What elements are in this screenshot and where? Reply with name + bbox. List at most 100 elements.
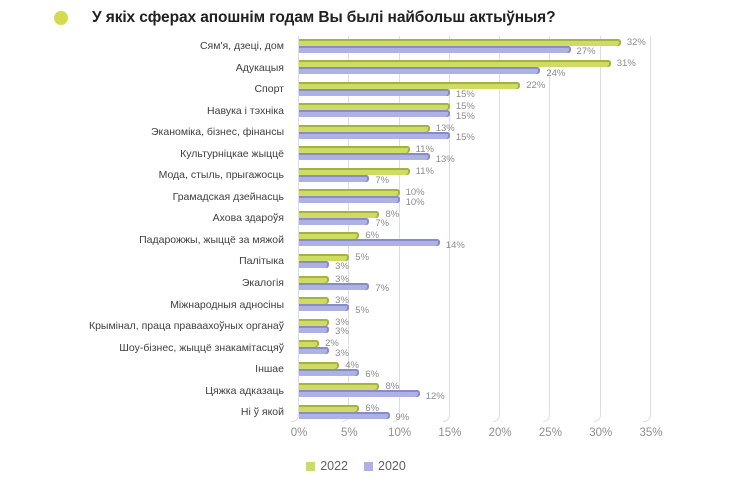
category-label: Сям'я, дзеці, дом — [199, 40, 284, 52]
bar-2020 — [299, 88, 450, 96]
value-label-2022: 3% — [335, 295, 349, 307]
bar-cell: 4% 6% — [299, 359, 732, 381]
category-label: Культурніцкае жыццё — [180, 147, 284, 160]
bar-cell: 11% 7% — [299, 165, 732, 187]
bar-cell: 2% 3% — [299, 338, 732, 360]
chart-row: Мода, стыль, прыгажосць 11% 7% — [0, 165, 732, 187]
legend-item-2020: 2020 — [364, 459, 406, 473]
value-label-2022: 11% — [415, 144, 434, 156]
category-label: Міжнародныя адносіны — [170, 298, 284, 311]
bar-2020 — [299, 217, 370, 225]
bar-2020 — [299, 304, 350, 312]
bar-2020 — [299, 153, 430, 161]
value-label-2020: 13% — [435, 153, 455, 165]
value-label-2022: 3% — [335, 316, 349, 328]
category-label: Цяжка адказаць — [205, 384, 284, 397]
chart-row: Сям'я, дзеці, дом 32% 27% — [0, 36, 732, 58]
bar-2022 — [299, 340, 320, 348]
value-label-2020: 7% — [375, 218, 390, 230]
bar-cell: 5% 3% — [299, 251, 732, 273]
category-label: Палітыка — [239, 255, 284, 268]
value-label-2022: 3% — [335, 273, 349, 285]
bar-2020 — [299, 239, 440, 247]
bar-2020 — [299, 67, 541, 75]
chart-row: Шоу-бізнес, жыццё знакамітасцяў 2% 3% — [0, 338, 732, 360]
value-label-2020: 7% — [375, 175, 390, 187]
x-axis-tick: 5% — [340, 427, 358, 439]
x-axis-tick: 35% — [639, 427, 663, 439]
chart-row: Цяжка адказаць 8% 12% — [0, 381, 732, 403]
chart-row: Спорт 22% 15% — [0, 79, 732, 101]
bar-2022 — [299, 361, 340, 369]
chart-row: Міжнародныя адносіны 3% 5% — [0, 295, 732, 317]
bar-cell: 15% 15% — [299, 101, 732, 123]
value-label-2022: 15% — [455, 101, 475, 113]
bar-2022 — [299, 297, 330, 305]
bar-cell: 3% 7% — [299, 273, 732, 295]
bullet-dot-icon — [54, 11, 68, 25]
x-axis-tick: 20% — [488, 427, 512, 439]
bar-2022 — [299, 81, 521, 89]
bar-2020 — [299, 390, 420, 398]
value-label-2020: 15% — [455, 89, 475, 101]
chart-row: Адукацыя 31% 24% — [0, 58, 732, 80]
legend-item-2022: 2022 — [306, 459, 348, 473]
chart-row: Падарожжы, жыццё за мяжой 6% 14% — [0, 230, 732, 252]
legend-label: 2020 — [378, 459, 406, 473]
category-label: Мода, стыль, прыгажосць — [158, 169, 284, 182]
bar-2022 — [299, 146, 410, 154]
value-label-2022: 4% — [345, 359, 359, 371]
value-label-2022: 8% — [385, 208, 400, 220]
bar-2022 — [299, 167, 410, 175]
chart-row: Грамадская дзейнасць 10% 10% — [0, 187, 732, 209]
chart-row: Палітыка 5% 3% — [0, 251, 732, 273]
plot-gridlines — [292, 36, 652, 422]
value-label-2020: 24% — [546, 67, 566, 79]
chart-row: Ні ў якой 6% 9% — [0, 402, 732, 424]
value-label-2020: 15% — [455, 132, 475, 144]
bar-2020 — [299, 411, 390, 419]
bar-cell: 8% 7% — [299, 208, 732, 230]
bar-cell: 31% 24% — [299, 58, 732, 80]
bar-2022 — [299, 275, 330, 283]
bar-2020 — [299, 196, 400, 204]
value-label-2020: 12% — [425, 390, 445, 402]
value-label-2022: 32% — [626, 36, 646, 48]
value-label-2022: 8% — [385, 381, 400, 393]
chart-title: У якіх сферах апошнім годам Вы былі найб… — [92, 9, 556, 26]
legend-swatch-icon — [364, 461, 373, 471]
bar-cell: 6% 14% — [299, 230, 732, 252]
chart-row: Крымінал, праца праваахоўных органаў 3% 3% — [0, 316, 732, 338]
x-axis-tick: 10% — [388, 427, 412, 439]
chart-row: Іншае 4% 6% — [0, 359, 732, 381]
bar-cell: 11% 13% — [299, 144, 732, 166]
x-axis-tick: 25% — [538, 427, 562, 439]
bar-2020 — [299, 325, 330, 333]
category-label: Эканоміка, бізнес, фінансы — [151, 126, 284, 139]
value-label-2020: 3% — [335, 347, 349, 359]
value-label-2022: 31% — [616, 58, 636, 70]
value-label-2022: 22% — [526, 79, 546, 91]
bar-2020 — [299, 347, 330, 355]
bar-2022 — [299, 253, 350, 261]
chart-row: Культурніцкае жыццё 11% 13% — [0, 144, 732, 166]
bar-2022 — [299, 60, 611, 68]
category-label: Падарожжы, жыццё за мяжой — [139, 233, 284, 246]
value-label-2022: 10% — [405, 187, 425, 199]
value-label-2022: 5% — [355, 251, 370, 263]
value-label-2020: 15% — [455, 110, 475, 122]
x-axis-tick: 15% — [438, 427, 462, 439]
bar-2020 — [299, 260, 330, 268]
chart-row: Навука і тэхніка 15% 15% — [0, 101, 732, 123]
legend-label: 2022 — [320, 459, 348, 473]
bar-2020 — [299, 174, 370, 182]
value-label-2020: 14% — [445, 239, 465, 251]
value-label-2020: 3% — [335, 326, 349, 338]
category-label: Ні ў якой — [240, 406, 284, 419]
chart-legend: 2022 2020 — [0, 459, 712, 473]
bar-2022 — [299, 189, 400, 197]
value-label-2020: 9% — [395, 412, 410, 424]
value-label-2020: 10% — [405, 196, 425, 208]
value-label-2020: 7% — [375, 283, 390, 295]
